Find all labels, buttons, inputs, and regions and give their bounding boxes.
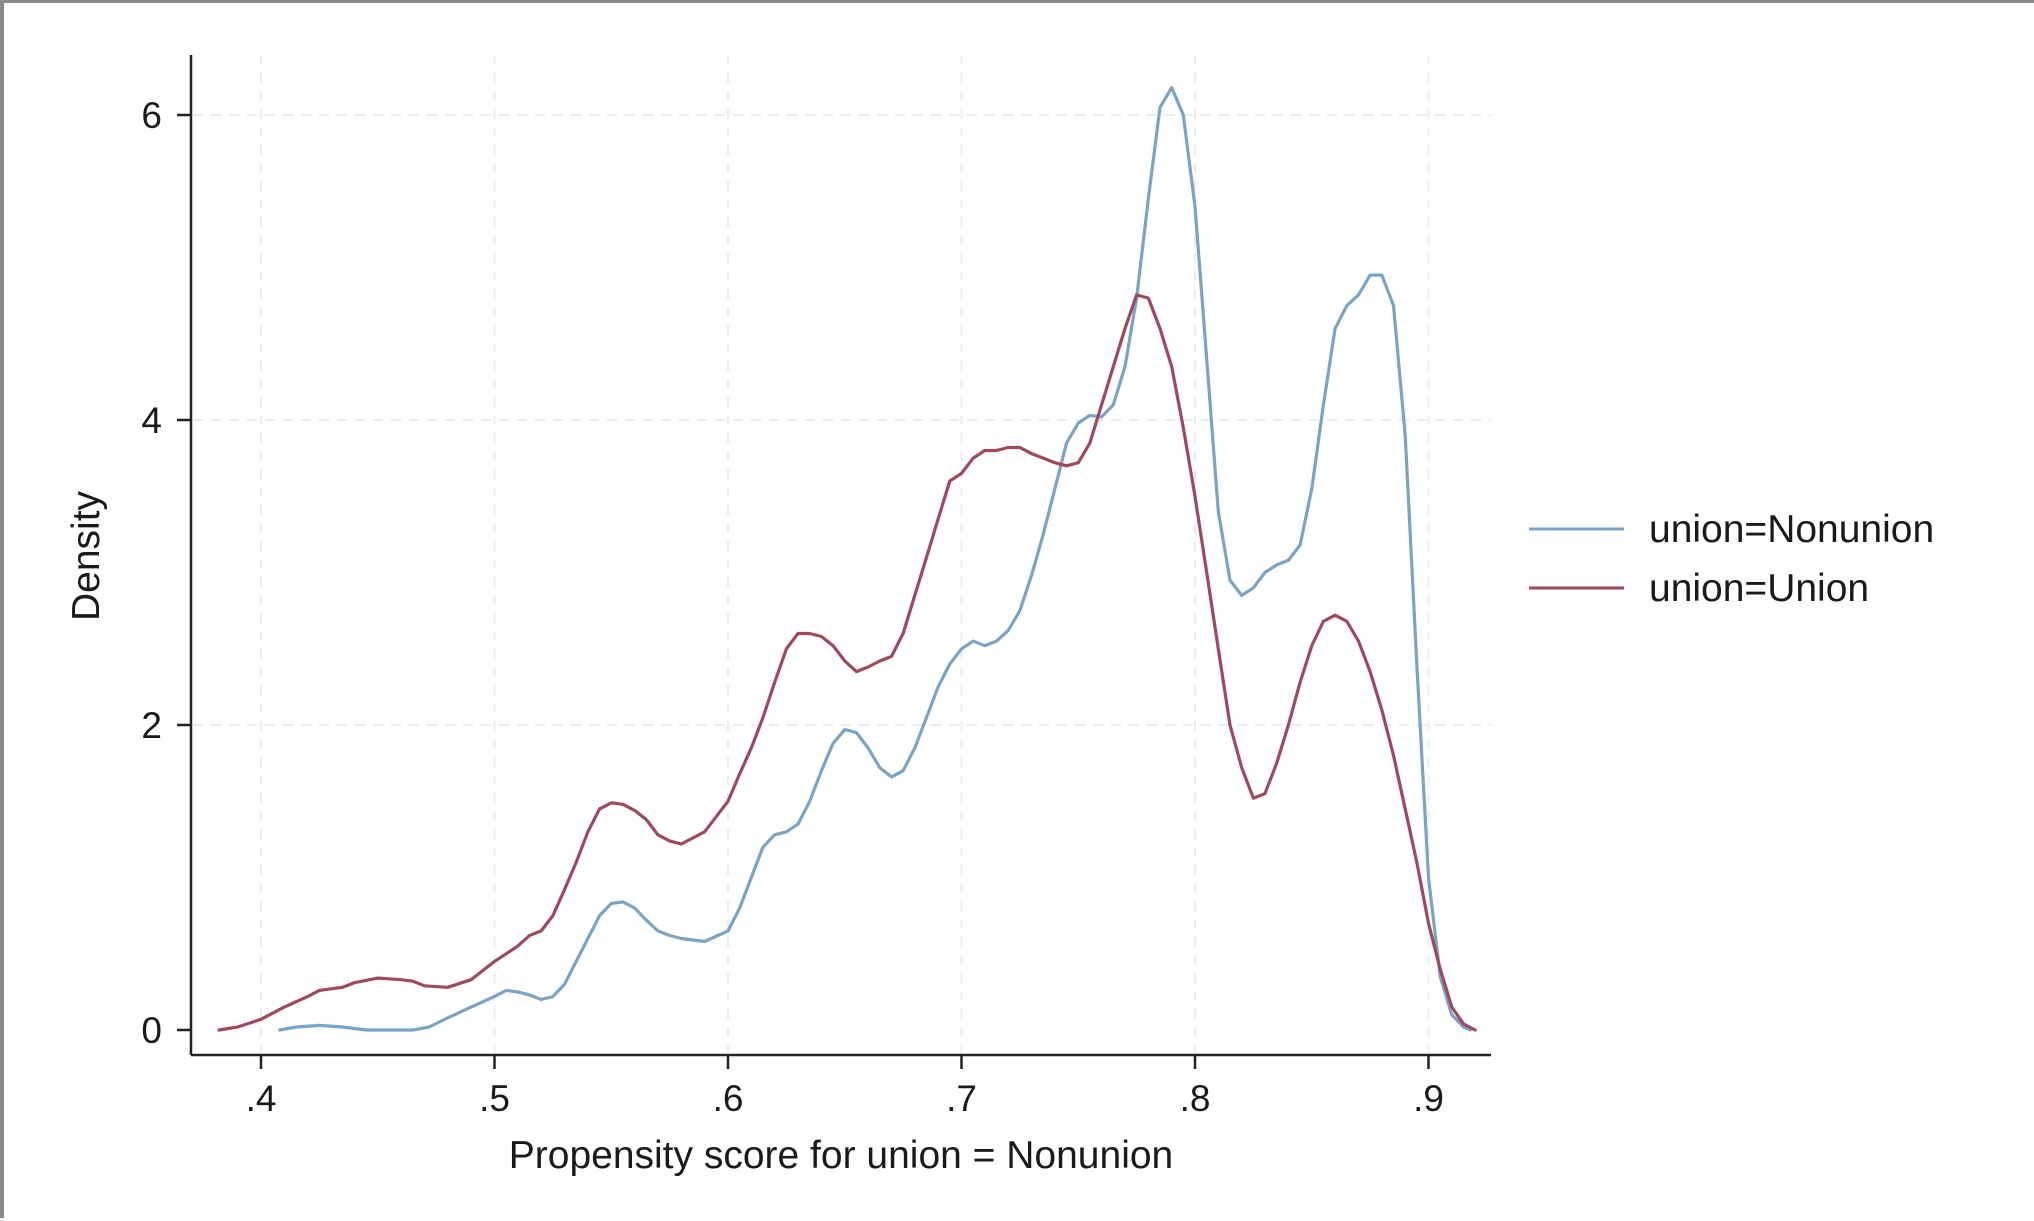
series-line-union	[217, 293, 1477, 1032]
y-tick-label: 6	[141, 95, 162, 136]
x-tick-label: .8	[1180, 1078, 1211, 1119]
legend-label-nonunion: union=Nonunion	[1649, 508, 1934, 551]
x-tick-label: .6	[713, 1078, 744, 1119]
axes-layer: .4 .5 .6 .7 .8 .9 0 2 4 6	[141, 55, 1491, 1119]
y-tick-label: 2	[141, 705, 162, 746]
grid-layer	[193, 55, 1491, 1053]
x-tick-label: .9	[1413, 1078, 1444, 1119]
y-tick-label: 0	[141, 1010, 162, 1051]
legend-label-union: union=Union	[1649, 567, 1869, 610]
legend: union=Nonunion union=Union	[1529, 508, 1934, 610]
series-line-nonunion	[278, 86, 1473, 1032]
density-chart: .4 .5 .6 .7 .8 .9 0 2 4 6 Propensity score for un…	[65, 55, 1934, 1177]
y-tick-label: 4	[141, 400, 162, 441]
x-tick-label: .4	[246, 1078, 277, 1119]
x-axis-title: Propensity score for union = Nonunion	[509, 1134, 1174, 1177]
x-tick-label: .5	[479, 1078, 510, 1119]
series-layer	[217, 86, 1477, 1032]
y-axis-title: Density	[65, 490, 108, 621]
labels-layer: Propensity score for union = Nonunion De…	[65, 490, 1173, 1177]
x-tick-label: .7	[946, 1078, 977, 1119]
